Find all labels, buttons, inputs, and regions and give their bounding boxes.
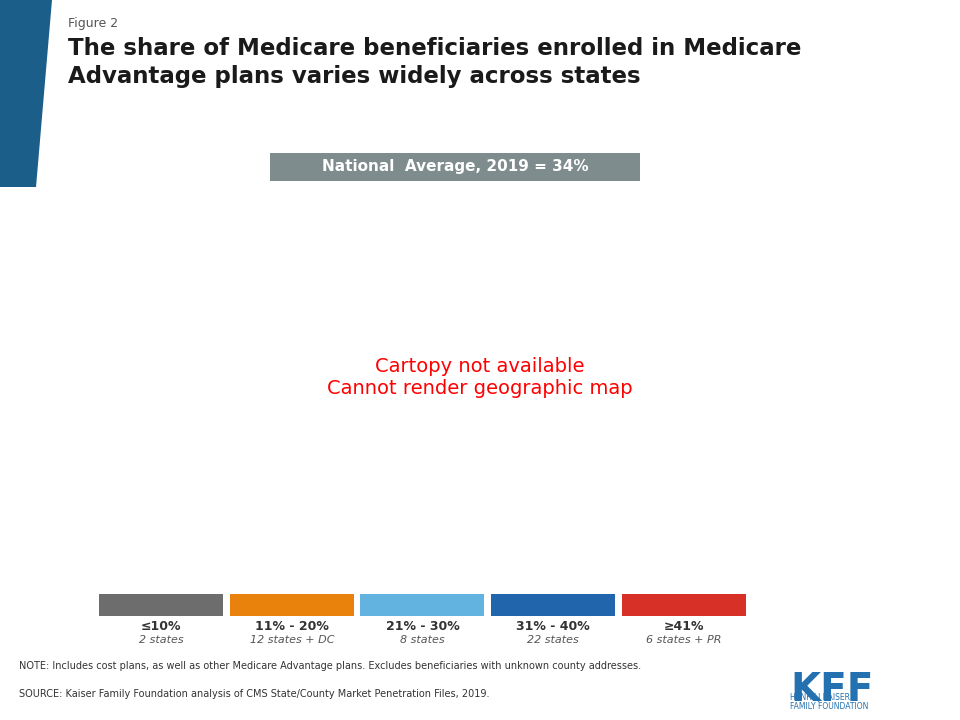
Text: 21% - 30%: 21% - 30% (386, 619, 459, 633)
Text: 12 states + DC: 12 states + DC (250, 635, 334, 645)
Text: SOURCE: Kaiser Family Foundation analysis of CMS State/County Market Penetration: SOURCE: Kaiser Family Foundation analysi… (19, 689, 490, 699)
Text: ≤10%: ≤10% (141, 619, 181, 633)
Text: Cartopy not available
Cannot render geographic map: Cartopy not available Cannot render geog… (327, 358, 633, 398)
Text: National  Average, 2019 = 34%: National Average, 2019 = 34% (322, 158, 588, 174)
Text: 2 states: 2 states (139, 635, 183, 645)
Text: KFF: KFF (790, 671, 874, 709)
Text: Figure 2: Figure 2 (68, 17, 118, 30)
Text: FAMILY FOUNDATION: FAMILY FOUNDATION (790, 703, 869, 711)
Bar (229, 593, 354, 616)
Text: HENRY J KAISER: HENRY J KAISER (790, 693, 851, 701)
Text: 11% - 20%: 11% - 20% (255, 619, 328, 633)
Text: 6 states + PR: 6 states + PR (646, 635, 721, 645)
Text: 31% - 40%: 31% - 40% (516, 619, 589, 633)
Bar (360, 593, 485, 616)
Bar (491, 593, 615, 616)
Bar (621, 593, 746, 616)
FancyBboxPatch shape (270, 153, 640, 181)
Text: 22 states: 22 states (527, 635, 579, 645)
Text: The share of Medicare beneficiaries enrolled in Medicare
Advantage plans varies : The share of Medicare beneficiaries enro… (68, 37, 802, 88)
Polygon shape (0, 0, 52, 187)
Text: 8 states: 8 states (400, 635, 444, 645)
Text: NOTE: Includes cost plans, as well as other Medicare Advantage plans. Excludes b: NOTE: Includes cost plans, as well as ot… (19, 661, 641, 671)
Bar (99, 593, 224, 616)
Text: ≥41%: ≥41% (663, 619, 704, 633)
